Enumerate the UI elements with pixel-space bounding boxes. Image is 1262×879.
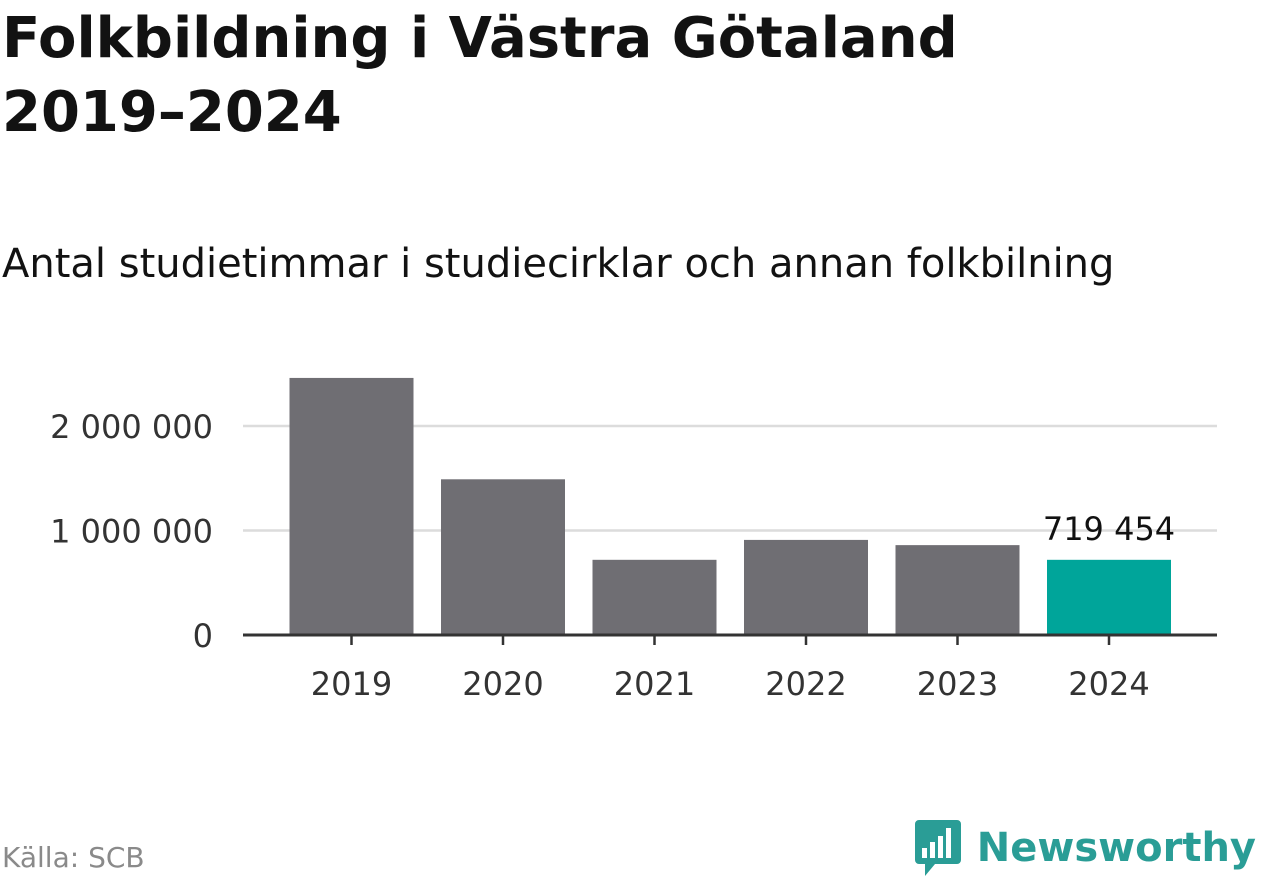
chart-title: Folkbildning i Västra Götaland 2019–2024 [2, 6, 958, 145]
bar-chart: 0 1 000 000 2 000 000 2019 2020 2021 2022 2023 2… [50, 377, 1217, 703]
bar-2019 [289, 377, 414, 635]
x-tick-label: 2021 [614, 665, 695, 703]
bar-chart-speech-bubble-icon [914, 820, 961, 876]
bars [289, 377, 1171, 635]
y-tick-label: 2 000 000 [50, 408, 213, 446]
bar-2024 [1047, 559, 1171, 635]
bar-2020 [441, 479, 565, 635]
x-tick-label: 2024 [1068, 665, 1149, 703]
x-tick-label: 2019 [311, 665, 392, 703]
y-tick-label: 1 000 000 [50, 513, 213, 551]
y-tick-label: 0 [193, 617, 213, 655]
chart-subtitle: Antal studietimmar i studiecirklar och a… [2, 241, 1115, 287]
axes [243, 633, 1217, 645]
x-tick-label: 2023 [917, 665, 998, 703]
bar-2023 [895, 545, 1020, 635]
labels: 0 1 000 000 2 000 000 2019 2020 2021 2022 2023 2… [50, 408, 1175, 703]
source-note: Källa: SCB [2, 841, 145, 874]
brand-logo: Newsworthy [913, 818, 1256, 878]
bar-2022 [744, 539, 868, 635]
bar-2021 [592, 559, 717, 635]
x-tick-label: 2020 [462, 665, 543, 703]
data-label: 719 454 [1043, 510, 1175, 548]
x-tick-label: 2022 [765, 665, 846, 703]
brand-name: Newsworthy [976, 825, 1256, 871]
